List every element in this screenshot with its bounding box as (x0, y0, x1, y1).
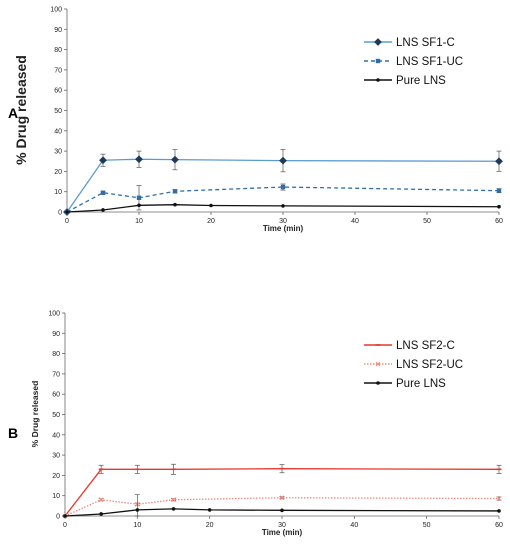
panel-b-y-tick-label: 80 (52, 351, 60, 358)
panel-a-y-tick-label: 70 (54, 67, 62, 74)
panel-b-y-axis-label: % Drug released (30, 381, 40, 448)
panel-a-chart: A % Drug released Time (min) 0 10 20 30 40 50… (8, 7, 503, 234)
panel-a-series-pure-lns-point (173, 202, 177, 207)
panel-b-series-lns-sf2-uc-line (64, 497, 500, 517)
panel-a-x-tick-label: 40 (351, 218, 359, 225)
panel-b-series-pure-lns-point (171, 507, 176, 511)
panel-a-series-pure-lns-point (101, 208, 105, 212)
panel-a-x-tick-label: 10 (135, 218, 143, 225)
panel-a-legend-marker-pure-lns (376, 78, 380, 82)
panel-b-x-tick-label: 10 (133, 522, 141, 529)
panel-a-x-tick-label: 20 (207, 218, 215, 225)
panel-a-series-lns-sf1-c-point (279, 156, 287, 165)
panel-a-y-tick-label: 100 (50, 7, 62, 14)
panel-b-label: B (8, 425, 18, 441)
panel-a-series-lns-sf1-uc-line (66, 186, 500, 213)
panel-b-series-pure-lns-point (99, 512, 103, 516)
panel-b-series-lns-sf2-uc-point (279, 495, 285, 501)
panel-b-y-tick-label: 60 (52, 392, 60, 399)
panel-b-legend-marker-pure-lns (376, 381, 380, 385)
panel-a-series-lns-sf1-uc-point (496, 188, 502, 193)
panel-a-series-lns-sf1-c-point (99, 156, 107, 165)
panel-b-y-tick-label: 10 (52, 493, 60, 500)
panel-b-series-lns-sf2-uc-point (171, 497, 176, 503)
panel-a-series-pure-lns-point (497, 204, 501, 209)
panel-a-legend-label-pure-lns: Pure LNS (396, 75, 446, 87)
panel-b-series-pure-lns-point (497, 509, 501, 513)
panel-b-y-tick-label: 50 (52, 412, 60, 419)
panel-a-x-tick-label: 0 (65, 218, 69, 225)
panel-a-y-axis-label: % Drug released (13, 55, 29, 165)
panel-a-x-tick-label: 60 (495, 218, 503, 225)
panel-a-series-pure-lns-point (281, 204, 285, 208)
panel-a-y-tick-label: 0 (58, 210, 62, 217)
panel-b-series-pure-lns-point (135, 508, 140, 512)
panel-b-y-tick-label: 0 (56, 514, 60, 521)
panel-b-y-tick-label: 70 (52, 371, 60, 378)
panel-a-series-lns-sf1-c-point (135, 155, 143, 164)
panel-a-y-tick-label: 50 (54, 108, 62, 115)
panel-b-y-tick-label: 90 (52, 331, 60, 338)
panel-a-x-axis-label: Time (min) (263, 224, 304, 233)
panel-a-series-pure-lns-point (65, 210, 69, 214)
panel-a-y-tick-label: 10 (54, 189, 62, 196)
panel-a-legend-label-lns-sf1-c: LNS SF1-C (396, 37, 455, 49)
panel-a-y-tick-label: 60 (54, 88, 62, 95)
panel-a-x-tick-label: 50 (423, 218, 431, 225)
panel-a-y-tick-label: 40 (54, 128, 62, 135)
panel-b-x-tick-label: 0 (63, 522, 67, 529)
panel-a-x-tick-label: 30 (279, 218, 287, 225)
panel-b-x-axis-label: Time (min) (262, 528, 303, 537)
panel-a-legend-marker-lns-sf1-uc (375, 58, 381, 64)
panel-a-series-lns-sf1-uc-point (280, 184, 286, 190)
panel-b-x-tick-label: 20 (206, 522, 214, 529)
panel-a-series-lns-sf1-c-point (495, 157, 503, 166)
panel-a-series-lns-sf1-uc-point (172, 189, 178, 194)
panel-b-x-tick-label: 40 (350, 522, 358, 529)
panel-b-legend-label-lns-sf2-uc: LNS SF2-UC (396, 359, 463, 371)
panel-b-series-lns-sf2-uc-point (98, 497, 104, 503)
panel-b-x-tick-label: 30 (278, 522, 286, 529)
panel-b-series-pure-lns-point (63, 514, 67, 518)
panel-b-chart: B % Drug released Time (min) 0 10 20 30 40 50… (8, 311, 503, 538)
panel-b-series-pure-lns-point (280, 508, 284, 513)
panel-b-legend-label-pure-lns: Pure LNS (396, 378, 446, 390)
panel-a-series-lns-sf1-uc-point (136, 195, 142, 200)
panel-b-legend-marker-lns-sf2-uc (375, 361, 381, 367)
panel-a-series-pure-lns-point (209, 203, 213, 208)
panel-a-y-tick-label: 30 (54, 149, 62, 156)
panel-b-x-tick-label: 60 (495, 522, 503, 529)
panel-b-legend-label-lns-sf2-c: LNS SF2-C (396, 340, 455, 352)
panel-a-legend-label-lns-sf1-uc: LNS SF1-UC (396, 56, 463, 68)
panel-b-y-tick-label: 30 (52, 453, 60, 460)
panel-a-label: A (8, 105, 18, 121)
panel-a-series-lns-sf1-c-line (66, 158, 500, 213)
panel-a-series-pure-lns-point (137, 203, 141, 208)
panel-a-y-tick-label: 20 (54, 169, 62, 176)
panel-b-series-lns-sf2-c-line (64, 468, 500, 517)
panel-b-x-tick-label: 50 (423, 522, 431, 529)
panel-a-y-tick-label: 90 (54, 27, 62, 34)
panel-a-legend-marker-lns-sf1-c (374, 38, 382, 46)
panel-a-series-lns-sf1-uc-point (100, 190, 106, 195)
panel-a-series-lns-sf1-c-point (171, 155, 179, 164)
panel-b-series-lns-sf2-uc-point (496, 496, 502, 501)
panel-b-y-tick-label: 20 (52, 473, 60, 480)
panel-b-y-tick-label: 40 (52, 432, 60, 439)
panel-b-y-tick-label: 100 (48, 311, 60, 318)
panel-a-y-tick-label: 80 (54, 47, 62, 54)
panel-b-series-pure-lns-point (207, 508, 212, 512)
